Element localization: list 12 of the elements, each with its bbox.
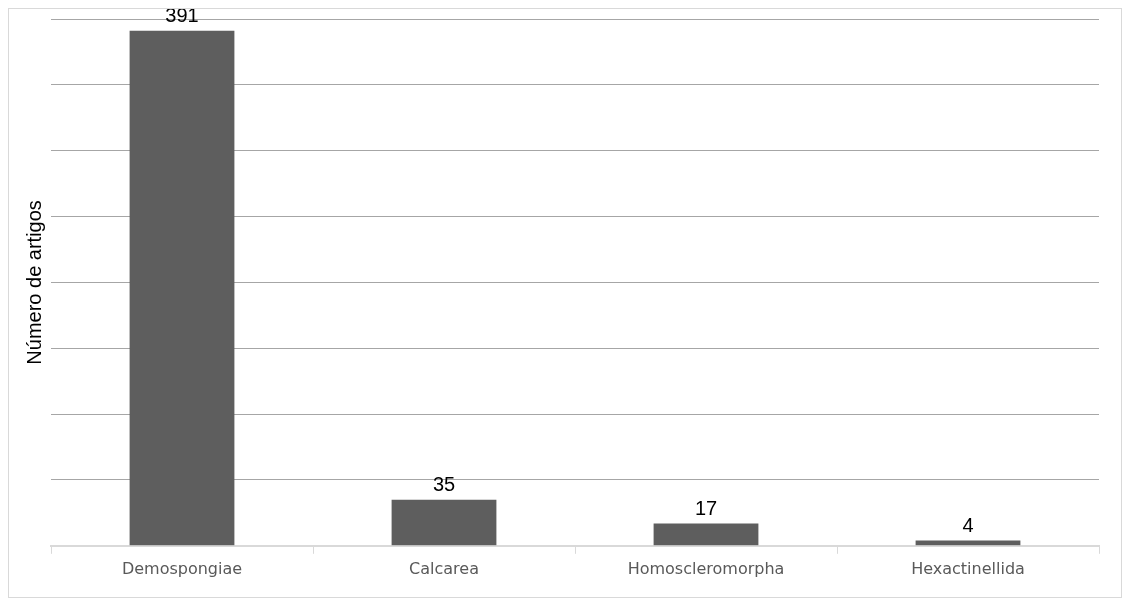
- x-tick-label: Homoscleromorpha: [627, 558, 785, 578]
- data-label: 4: [962, 514, 974, 537]
- data-label: 35: [432, 473, 456, 496]
- data-label: 391: [165, 4, 199, 27]
- x-tick-label: Hexactinellida: [911, 558, 1025, 578]
- bar: [653, 523, 759, 546]
- x-tick-label: Calcarea: [409, 558, 479, 578]
- data-label: 17: [694, 496, 718, 519]
- x-tick-label: Demospongiae: [121, 558, 243, 578]
- y-axis-title: Número de artigos: [22, 200, 45, 365]
- bar: [391, 499, 497, 546]
- bar: [129, 30, 235, 546]
